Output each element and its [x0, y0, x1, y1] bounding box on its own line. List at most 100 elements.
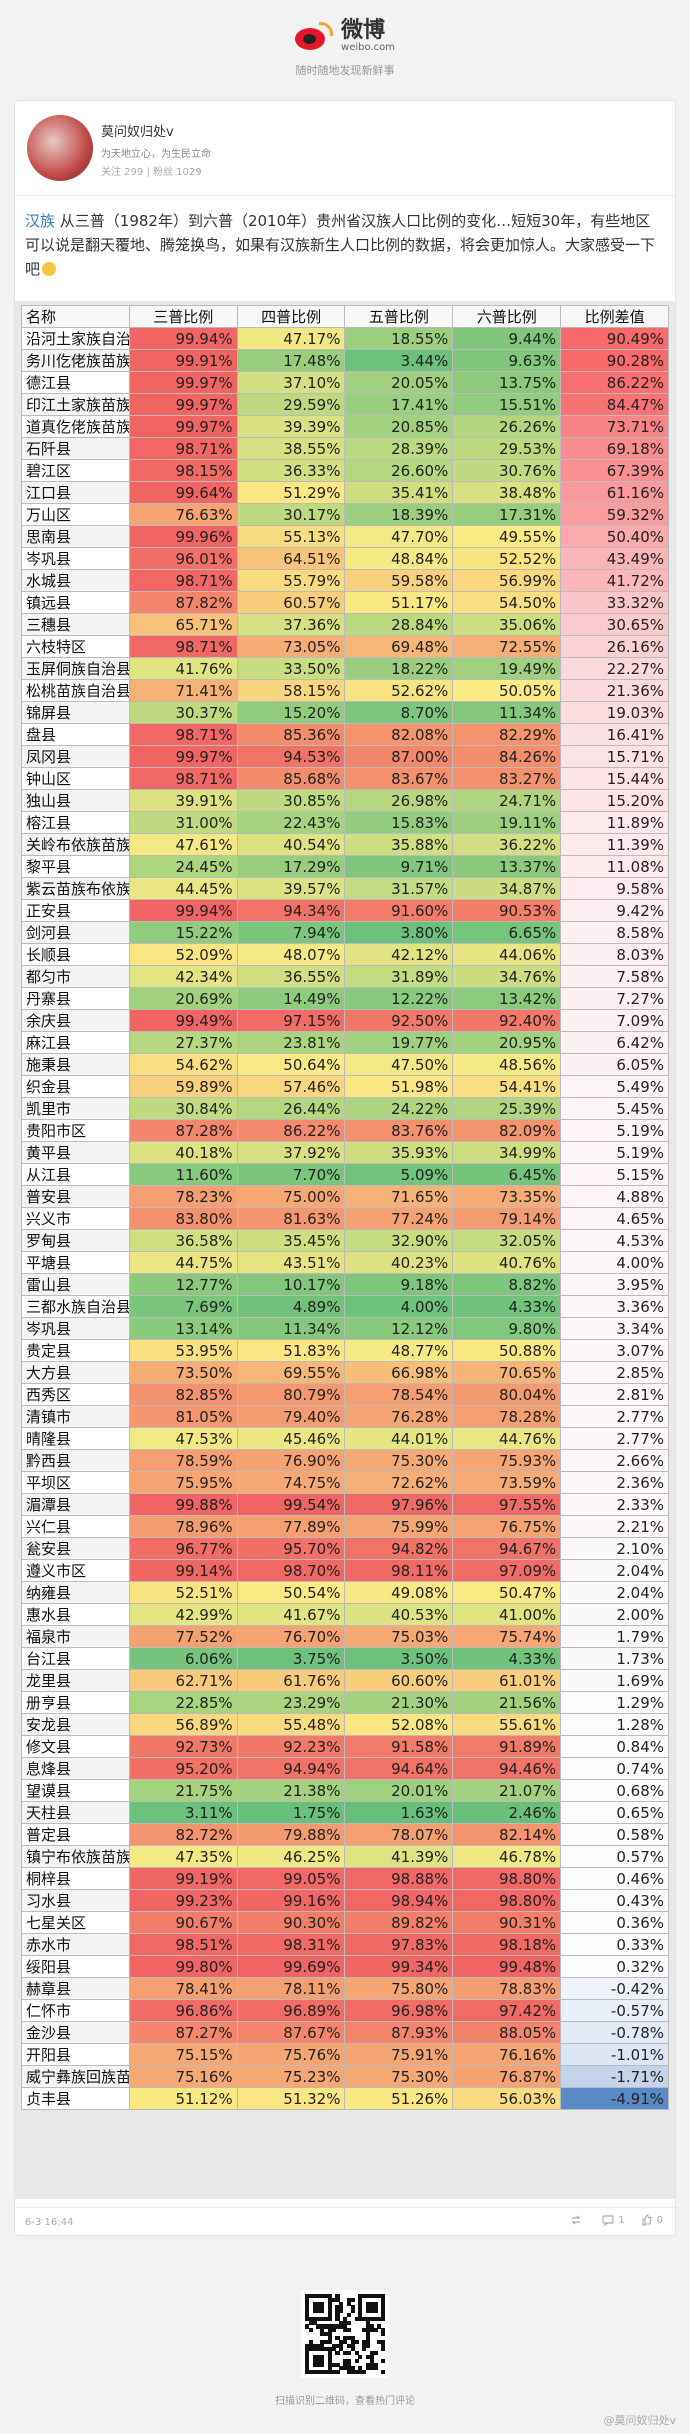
- cell-ratio: 98.80%: [452, 1867, 562, 1890]
- cell-ratio: 51.26%: [344, 2087, 454, 2110]
- qr-code[interactable]: [301, 2290, 389, 2378]
- topic-link[interactable]: 汉族: [25, 212, 56, 230]
- cell-ratio: 20.05%: [344, 371, 454, 394]
- table-row: 水城县 98.71% 55.79% 59.58% 56.99% 41.72%: [21, 569, 669, 592]
- cell-name: 六枝特区: [21, 635, 130, 658]
- cell-name: 务川仡佬族苗族自治县: [21, 349, 130, 372]
- cell-diff: 3.36%: [560, 1295, 669, 1318]
- table-row: 息烽县 95.20% 94.94% 94.64% 94.46% 0.74%: [21, 1757, 669, 1780]
- cell-ratio: 49.55%: [452, 525, 562, 548]
- cell-ratio: 87.67%: [236, 2021, 346, 2044]
- cell-ratio: 97.55%: [452, 1493, 562, 1516]
- cell-diff: 15.44%: [560, 767, 669, 790]
- cell-ratio: 32.05%: [452, 1229, 562, 1252]
- cell-ratio: 61.76%: [236, 1669, 346, 1692]
- cell-ratio: 52.08%: [344, 1713, 454, 1736]
- cell-diff: 50.40%: [560, 525, 669, 548]
- cell-ratio: 4.89%: [236, 1295, 346, 1318]
- cell-diff: 67.39%: [560, 459, 669, 482]
- cell-ratio: 96.77%: [128, 1537, 238, 1560]
- cell-name: 从江县: [21, 1163, 130, 1186]
- cell-ratio: 98.71%: [128, 635, 238, 658]
- cell-diff: 61.16%: [560, 481, 669, 504]
- cell-name: 龙里县: [21, 1669, 130, 1692]
- cell-ratio: 75.76%: [236, 2043, 346, 2066]
- cell-ratio: 71.41%: [128, 679, 238, 702]
- cell-name: 黔西县: [21, 1449, 130, 1472]
- table-row: 镇远县 87.82% 60.57% 51.17% 54.50% 33.32%: [21, 591, 669, 614]
- cell-ratio: 40.76%: [452, 1251, 562, 1274]
- cell-diff: 30.65%: [560, 613, 669, 636]
- cell-name: 纳雍县: [21, 1581, 130, 1604]
- cell-ratio: 44.76%: [452, 1427, 562, 1450]
- table-row: 遵义市区 99.14% 98.70% 98.11% 97.09% 2.04%: [21, 1559, 669, 1582]
- like-button[interactable]: 0: [641, 2214, 663, 2226]
- table-row: 开阳县 75.15% 75.76% 75.91% 76.16% -1.01%: [21, 2043, 669, 2066]
- table-row: 紫云苗族布依族自治县44.45%39.57%31.57%34.87%9.58%: [21, 877, 669, 900]
- table-row: 册亨县 22.85% 23.29% 21.30% 21.56% 1.29%: [21, 1691, 669, 1714]
- table-row: 台江县 6.06% 3.75% 3.50% 4.33% 1.73%: [21, 1647, 669, 1670]
- cell-name: 赤水市: [21, 1933, 130, 1956]
- cell-ratio: 37.10%: [236, 371, 346, 394]
- logo-domain: weibo.com: [341, 42, 395, 53]
- cell-diff: -0.57%: [560, 1999, 669, 2022]
- cell-ratio: 29.53%: [452, 437, 562, 460]
- cell-diff: 0.65%: [560, 1801, 669, 1824]
- table-row: 绥阳县 99.80% 99.69% 99.34% 99.48% 0.32%: [21, 1955, 669, 1978]
- table-row: 余庆县 99.49% 97.15% 92.50% 92.40% 7.09%: [21, 1009, 669, 1032]
- divider: [15, 195, 675, 196]
- table-row: 七星关区 90.67% 90.30% 89.82% 90.31% 0.36%: [21, 1911, 669, 1934]
- table-row: 江口县 99.64% 51.29% 35.41% 38.48% 61.16%: [21, 481, 669, 504]
- cell-ratio: 94.46%: [452, 1757, 562, 1780]
- table-row: 修文县 92.73% 92.23% 91.58% 91.89% 0.84%: [21, 1735, 669, 1758]
- table-row: 从江县 11.60% 7.70% 5.09% 6.45% 5.15%: [21, 1163, 669, 1186]
- cell-name: 桐梓县: [21, 1867, 130, 1890]
- cell-ratio: 87.28%: [128, 1119, 238, 1142]
- cell-diff: 4.88%: [560, 1185, 669, 1208]
- logo-name: 微博: [341, 18, 386, 43]
- cell-ratio: 92.50%: [344, 1009, 454, 1032]
- cell-diff: 41.72%: [560, 569, 669, 592]
- cell-ratio: 83.67%: [344, 767, 454, 790]
- table-row: 松桃苗族自治县 71.41% 58.15% 52.62% 50.05% 21.36%: [21, 679, 669, 702]
- cell-ratio: 75.93%: [452, 1449, 562, 1472]
- cell-ratio: 42.99%: [128, 1603, 238, 1626]
- cell-ratio: 15.51%: [452, 393, 562, 416]
- table-row: 凯里市 30.84% 26.44% 24.22% 25.39% 5.45%: [21, 1097, 669, 1120]
- cell-ratio: 75.30%: [344, 2065, 454, 2088]
- table-row: 凤冈县 99.97% 94.53% 87.00% 84.26% 15.71%: [21, 745, 669, 768]
- table-row: 西秀区 82.85% 80.79% 78.54% 80.04% 2.81%: [21, 1383, 669, 1406]
- cell-diff: 3.34%: [560, 1317, 669, 1340]
- cell-diff: 8.58%: [560, 921, 669, 944]
- cell-ratio: 11.34%: [452, 701, 562, 724]
- comment-icon: [602, 2215, 614, 2226]
- cell-ratio: 42.12%: [344, 943, 454, 966]
- avatar[interactable]: [27, 115, 93, 181]
- header-col-5: 比例差值: [560, 305, 669, 328]
- cell-diff: 6.42%: [560, 1031, 669, 1054]
- cell-diff: 2.00%: [560, 1603, 669, 1626]
- cell-ratio: 50.64%: [236, 1053, 346, 1076]
- cell-name: 万山区: [21, 503, 130, 526]
- cell-ratio: 50.47%: [452, 1581, 562, 1604]
- weibo-logo[interactable]: 微博 weibo.com: [295, 20, 395, 53]
- cell-ratio: 31.89%: [344, 965, 454, 988]
- cell-diff: 0.57%: [560, 1845, 669, 1868]
- cell-name: 普安县: [21, 1185, 130, 1208]
- table-row: 威宁彝族回族苗族自治县75.16%75.23%75.30%76.87%-1.71…: [21, 2065, 669, 2088]
- header-col-3: 五普比例: [344, 305, 454, 328]
- cell-name: 福泉市: [21, 1625, 130, 1648]
- cell-ratio: 82.09%: [452, 1119, 562, 1142]
- cell-ratio: 99.96%: [128, 525, 238, 548]
- repost-button[interactable]: [570, 2214, 586, 2226]
- cell-ratio: 54.41%: [452, 1075, 562, 1098]
- cell-ratio: 81.63%: [236, 1207, 346, 1230]
- cell-ratio: 12.22%: [344, 987, 454, 1010]
- cell-name: 思南县: [21, 525, 130, 548]
- cell-diff: -1.71%: [560, 2065, 669, 2088]
- table-row: 纳雍县 52.51% 50.54% 49.08% 50.47% 2.04%: [21, 1581, 669, 1604]
- weibo-eye-icon: [295, 21, 335, 52]
- user-name[interactable]: 莫问奴归处v: [101, 125, 174, 140]
- comment-button[interactable]: 1: [602, 2214, 625, 2226]
